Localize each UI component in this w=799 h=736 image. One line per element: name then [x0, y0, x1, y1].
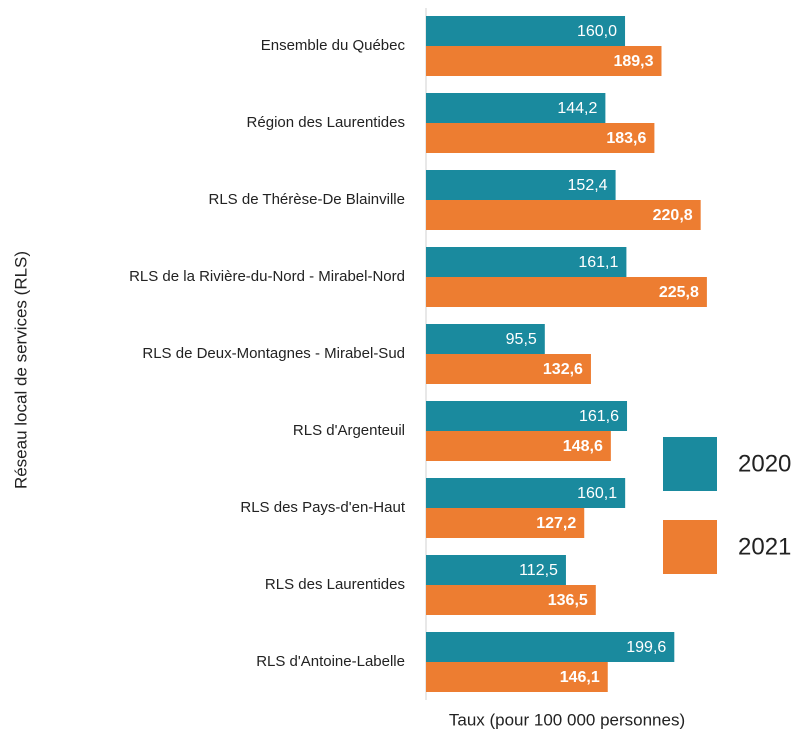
- category-label: RLS de Thérèse-De Blainville: [209, 191, 406, 208]
- legend-label: 2021: [738, 533, 791, 560]
- category-label: RLS d'Antoine-Labelle: [256, 653, 405, 670]
- value-label: 160,0: [577, 23, 617, 40]
- value-label: 95,5: [506, 331, 537, 348]
- category-label: RLS de Deux-Montagnes - Mirabel-Sud: [142, 345, 405, 362]
- bar: [426, 247, 627, 277]
- bar: [426, 401, 628, 431]
- bar: [426, 555, 566, 585]
- bar: [426, 93, 606, 123]
- bar: [426, 431, 611, 461]
- bar: [426, 16, 626, 46]
- category-label: RLS des Laurentides: [265, 576, 405, 593]
- bar: [426, 123, 655, 153]
- legend-swatch: [663, 437, 717, 491]
- legend-swatch: [663, 520, 717, 574]
- bar: [426, 662, 608, 692]
- bar: [426, 46, 662, 76]
- bar: [426, 200, 701, 230]
- value-label: 146,1: [560, 669, 600, 686]
- value-label: 183,6: [606, 130, 646, 147]
- bar: [426, 324, 545, 354]
- bar: [426, 585, 596, 615]
- legend-label: 2020: [738, 450, 791, 477]
- bar: [426, 170, 616, 200]
- category-label: RLS de la Rivière-du-Nord - Mirabel-Nord: [129, 268, 405, 285]
- value-label: 112,5: [519, 562, 558, 579]
- value-label: 225,8: [659, 284, 699, 301]
- bar: [426, 277, 707, 307]
- value-label: 161,1: [578, 254, 618, 271]
- value-label: 220,8: [653, 207, 693, 224]
- value-label: 136,5: [548, 592, 588, 609]
- y-axis-title: Réseau local de services (RLS): [11, 251, 30, 489]
- x-axis-title: Taux (pour 100 000 personnes): [449, 710, 685, 729]
- bar: [426, 354, 591, 384]
- value-label: 161,6: [579, 408, 619, 425]
- value-label: 152,4: [568, 177, 608, 194]
- value-label: 148,6: [563, 438, 603, 455]
- value-label: 144,2: [557, 100, 597, 117]
- category-label: RLS des Pays-d'en-Haut: [240, 499, 405, 516]
- value-label: 160,1: [577, 485, 617, 502]
- bar: [426, 508, 585, 538]
- value-label: 132,6: [543, 361, 583, 378]
- category-label: Ensemble du Québec: [261, 37, 406, 54]
- value-label: 189,3: [613, 53, 653, 70]
- value-label: 199,6: [626, 639, 666, 656]
- bar: [426, 632, 675, 662]
- category-label: RLS d'Argenteuil: [293, 422, 405, 439]
- bar: [426, 478, 626, 508]
- category-label: Région des Laurentides: [247, 114, 405, 131]
- value-label: 127,2: [536, 515, 576, 532]
